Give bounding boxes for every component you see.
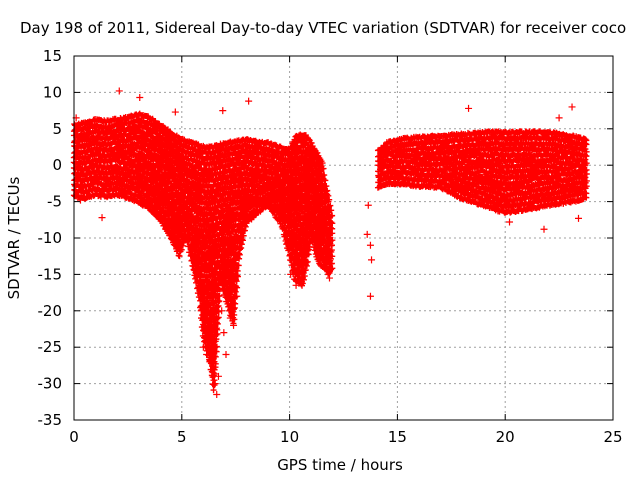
- data-point: [199, 343, 207, 351]
- data-point: [219, 107, 227, 115]
- data-point: [218, 307, 226, 315]
- data-point: [287, 270, 295, 278]
- x-tick-label: 15: [388, 428, 407, 446]
- data-point: [214, 372, 222, 380]
- data-point: [197, 307, 205, 315]
- data-point: [226, 314, 234, 322]
- data-point: [220, 329, 228, 337]
- data-point: [325, 274, 333, 282]
- y-tick-label: -25: [38, 338, 63, 356]
- data-point: [76, 196, 84, 204]
- data-point: [555, 114, 563, 122]
- data-point: [506, 218, 514, 226]
- data-point: [206, 358, 214, 366]
- data-point: [245, 97, 253, 105]
- y-tick-label: -10: [38, 229, 63, 247]
- data-point: [465, 104, 473, 112]
- data-point: [540, 225, 548, 233]
- y-tick-label: 15: [43, 47, 62, 65]
- y-tick-label: -30: [38, 375, 63, 393]
- y-tick-label: -35: [38, 411, 63, 429]
- data-point: [368, 256, 376, 264]
- data-point: [363, 230, 371, 238]
- x-tick-label: 5: [177, 428, 187, 446]
- y-axis-label: SDTVAR / TECUs: [5, 176, 23, 299]
- y-tick-label: 10: [43, 83, 62, 101]
- y-tick-label: -5: [47, 193, 62, 211]
- data-point: [366, 292, 374, 300]
- x-tick-label: 10: [280, 428, 299, 446]
- data-point: [211, 380, 219, 388]
- data-point: [203, 350, 211, 358]
- data-point: [568, 103, 576, 111]
- x-tick-label: 20: [496, 428, 515, 446]
- data-point: [233, 292, 241, 300]
- data-point: [222, 350, 230, 358]
- y-tick-label: -15: [38, 265, 63, 283]
- data-point: [297, 278, 305, 286]
- data-point: [136, 93, 144, 101]
- data-point: [292, 281, 300, 289]
- data-point: [230, 321, 238, 329]
- x-axis-label: GPS time / hours: [277, 456, 403, 474]
- x-tick-label: 25: [603, 428, 622, 446]
- x-tick-label: 0: [69, 428, 79, 446]
- data-point: [115, 87, 123, 95]
- y-tick-label: -20: [38, 302, 63, 320]
- data-point: [366, 241, 374, 249]
- data-point: [171, 108, 179, 116]
- chart-title: Day 198 of 2011, Sidereal Day-to-day VTE…: [20, 19, 626, 37]
- data-point: [209, 369, 217, 377]
- data-points: [70, 87, 590, 399]
- data-point: [98, 214, 106, 222]
- y-tick-label: 0: [52, 156, 62, 174]
- data-point: [364, 201, 372, 209]
- data-point: [575, 214, 583, 222]
- y-tick-label: 5: [52, 120, 62, 138]
- data-point: [213, 391, 221, 399]
- plot-border: [73, 55, 614, 421]
- data-point: [320, 205, 328, 213]
- data-point: [165, 211, 173, 219]
